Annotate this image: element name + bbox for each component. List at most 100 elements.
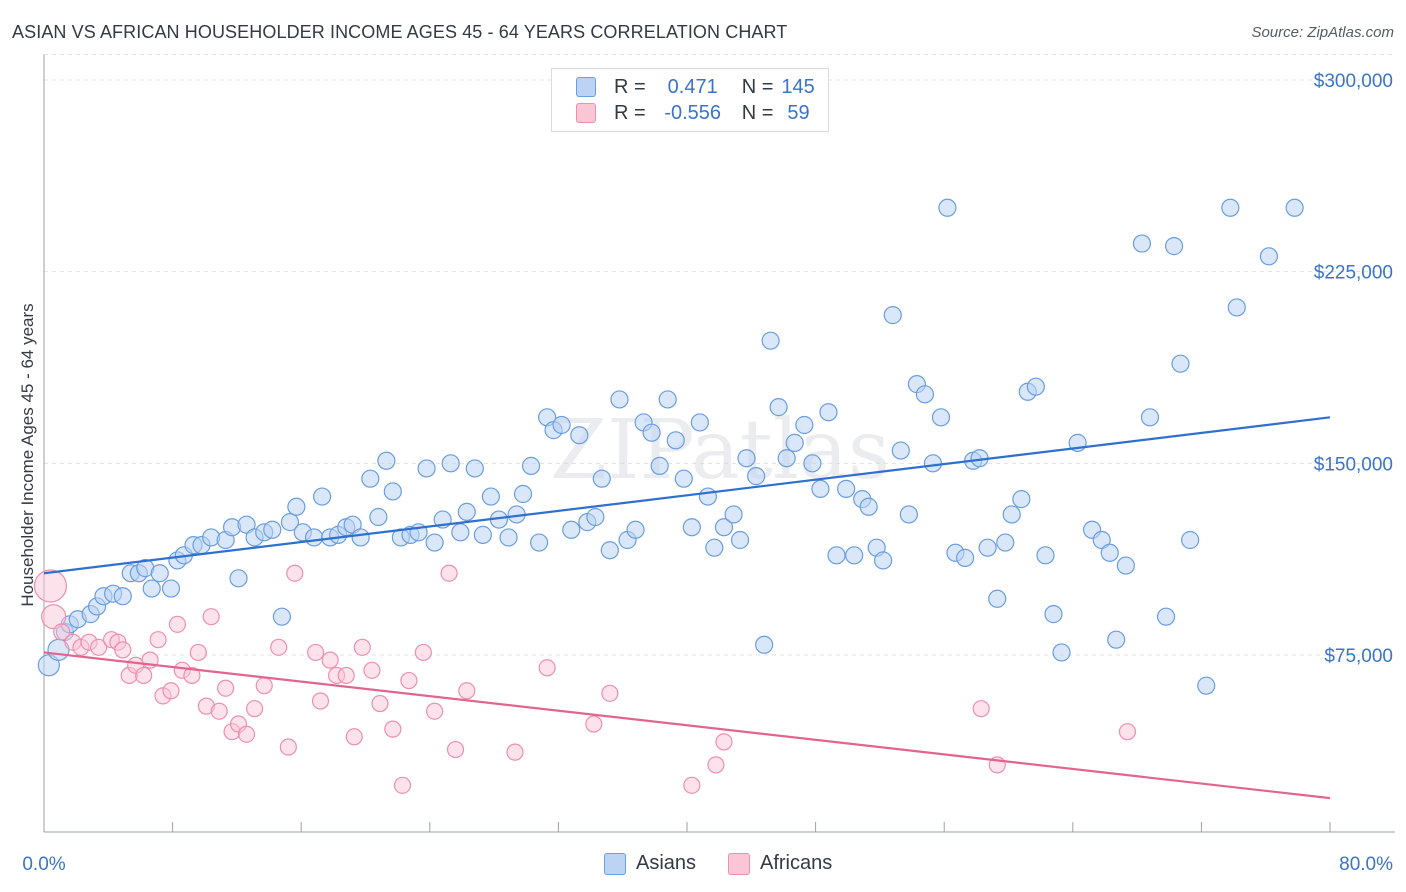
african-swatch bbox=[576, 103, 596, 123]
asian-point bbox=[457, 502, 476, 521]
asian-point bbox=[263, 520, 282, 539]
african-point bbox=[279, 738, 297, 756]
asian-point bbox=[650, 456, 669, 475]
african-point bbox=[384, 720, 402, 738]
asian-point bbox=[142, 579, 161, 598]
asian-point bbox=[1140, 408, 1160, 427]
asian-point bbox=[755, 635, 774, 654]
asian-point bbox=[361, 469, 380, 488]
asian-point bbox=[1181, 530, 1200, 550]
asian-point bbox=[874, 551, 893, 570]
asian-legend-swatch bbox=[604, 852, 626, 875]
african-point bbox=[90, 638, 108, 656]
asian-point bbox=[827, 546, 846, 565]
asian-point bbox=[280, 513, 300, 532]
bottom-legend-africans: Africans bbox=[728, 852, 832, 875]
asian-point bbox=[161, 579, 181, 598]
asian-point bbox=[1259, 247, 1279, 266]
legend-row-africans: R = -0.556 N = 59 bbox=[576, 101, 810, 125]
chart-title: ASIAN VS AFRICAN HOUSEHOLDER INCOME AGES… bbox=[12, 22, 788, 42]
asian-point bbox=[473, 525, 492, 544]
asian-point bbox=[666, 431, 685, 450]
asian-point bbox=[351, 528, 370, 547]
asian-point bbox=[1044, 605, 1063, 624]
african-series bbox=[33, 564, 1137, 794]
asian-point bbox=[747, 467, 766, 486]
african-point bbox=[414, 643, 432, 662]
asian-point bbox=[451, 523, 470, 542]
asian-point bbox=[383, 482, 402, 501]
african-point bbox=[210, 702, 228, 720]
n-value: 59 bbox=[787, 101, 810, 124]
y-tick-label: $150,000 bbox=[1314, 454, 1393, 475]
asian-point bbox=[698, 487, 717, 506]
asian-point bbox=[513, 484, 533, 504]
asian-point bbox=[859, 497, 878, 516]
asian-point bbox=[1285, 198, 1304, 217]
asian-point bbox=[724, 505, 743, 524]
asian-point bbox=[521, 456, 541, 475]
gridlines bbox=[44, 53, 1395, 656]
african-point bbox=[458, 682, 476, 700]
african-point bbox=[1118, 723, 1137, 741]
african-point bbox=[601, 684, 619, 702]
african-point bbox=[321, 651, 339, 669]
african-point bbox=[245, 700, 264, 718]
asian-point bbox=[272, 607, 292, 626]
african-point bbox=[446, 740, 465, 759]
asian-point bbox=[915, 385, 935, 404]
african-point bbox=[400, 671, 418, 690]
african-point bbox=[337, 666, 355, 685]
asian-point bbox=[570, 426, 589, 445]
asian-point bbox=[377, 451, 396, 470]
asian-point bbox=[1036, 546, 1055, 565]
african-point bbox=[183, 666, 201, 685]
asian-point bbox=[312, 487, 332, 506]
asian-point bbox=[837, 479, 856, 498]
asian-point bbox=[610, 390, 629, 409]
trend-lines bbox=[43, 416, 1331, 800]
asian-point bbox=[811, 479, 830, 498]
asian-point bbox=[425, 533, 444, 552]
asian-point bbox=[465, 459, 484, 478]
asian-point bbox=[441, 454, 460, 473]
asian-point bbox=[1092, 530, 1111, 550]
asian-point bbox=[1197, 676, 1216, 695]
african-point bbox=[345, 728, 363, 746]
asian-point bbox=[891, 441, 910, 460]
asian-point bbox=[988, 589, 1007, 608]
asian-point bbox=[996, 533, 1015, 552]
african-legend-swatch bbox=[728, 852, 750, 875]
asian-point bbox=[737, 449, 756, 468]
african-point bbox=[538, 659, 556, 677]
asian-point bbox=[499, 528, 518, 547]
n-label: N = bbox=[741, 101, 774, 124]
asian-point bbox=[705, 538, 724, 557]
n-label: N = bbox=[741, 75, 774, 98]
asian-point bbox=[626, 520, 645, 539]
legend-row-asians: R = 0.471 N = 145 bbox=[576, 75, 815, 99]
african-point bbox=[363, 661, 381, 679]
asian-point bbox=[530, 533, 549, 552]
asian-point bbox=[795, 415, 814, 435]
african-point bbox=[255, 677, 273, 695]
asian-point bbox=[931, 408, 951, 427]
asian-series bbox=[37, 198, 1304, 695]
y-tick-label: $225,000 bbox=[1314, 263, 1393, 284]
african-point bbox=[149, 631, 167, 649]
asian-point bbox=[714, 518, 734, 537]
african-point bbox=[707, 756, 725, 774]
asian-point bbox=[1002, 505, 1021, 524]
asian-point bbox=[113, 587, 132, 606]
african-point bbox=[33, 569, 68, 603]
african-point bbox=[440, 564, 458, 582]
asian-point bbox=[658, 390, 677, 409]
asian-point bbox=[1227, 298, 1246, 317]
r-label: R = bbox=[614, 101, 646, 124]
asian-point bbox=[552, 415, 571, 435]
asian-point bbox=[955, 548, 975, 567]
african-point bbox=[393, 776, 412, 794]
asian-point bbox=[417, 459, 436, 478]
african-point bbox=[353, 638, 371, 656]
